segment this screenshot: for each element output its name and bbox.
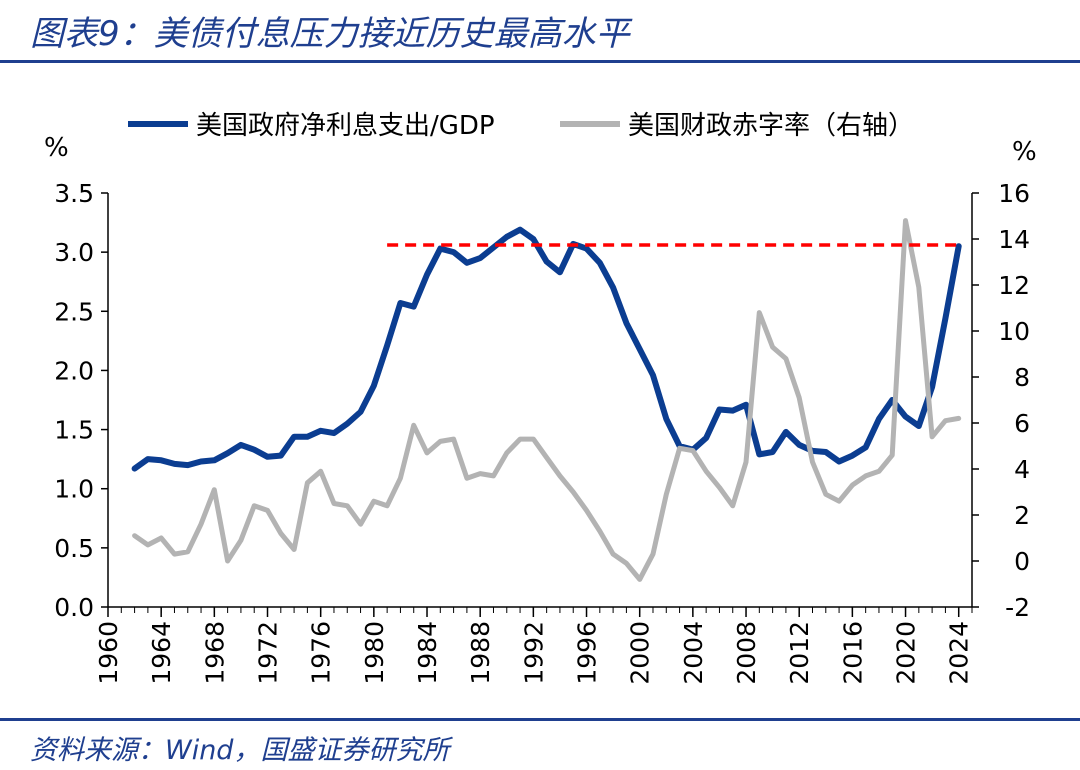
right-tick-label: 6 bbox=[1014, 409, 1030, 438]
right-tick-label: 10 bbox=[998, 317, 1030, 346]
left-tick-label: 1.0 bbox=[54, 475, 94, 504]
source-rule bbox=[0, 718, 1080, 721]
x-tick-label: 1980 bbox=[360, 621, 389, 685]
x-tick-label: 1992 bbox=[519, 621, 548, 685]
x-tick-label: 1964 bbox=[147, 621, 176, 685]
right-tick-label: 0 bbox=[1014, 547, 1030, 576]
x-tick-label: 2016 bbox=[838, 621, 867, 685]
x-tick-label: 1996 bbox=[573, 621, 602, 685]
axes bbox=[107, 193, 973, 608]
marks bbox=[131, 218, 962, 582]
left-tick-label: 1.5 bbox=[54, 416, 94, 445]
x-tick-label: 2024 bbox=[945, 621, 974, 685]
left-tick-label: 2.0 bbox=[54, 356, 94, 385]
x-tick-label: 2012 bbox=[785, 621, 814, 685]
right-tick-label: 12 bbox=[998, 271, 1030, 300]
x-tick-label: 2000 bbox=[626, 621, 655, 685]
left-tick-label: 0.5 bbox=[54, 534, 94, 563]
chart: 美国政府净利息支出/GDP 美国财政赤字率（右轴） % % 0.0 0.5 1.0 1… bbox=[44, 111, 1037, 685]
right-tick-label: 4 bbox=[1014, 455, 1030, 484]
x-tick-label: 1972 bbox=[254, 621, 283, 685]
right-tick-label: 2 bbox=[1014, 501, 1030, 530]
legend: 美国政府净利息支出/GDP 美国财政赤字率（右轴） bbox=[128, 111, 914, 141]
ticks: 0.0 0.5 1.0 1.5 2.0 2.5 3.0 3.5 -2 0 2 4 6 8 10 12 14 16 1… bbox=[54, 179, 1030, 685]
right-tick-label: -2 bbox=[1005, 593, 1030, 622]
x-tick-label: 2004 bbox=[679, 621, 708, 685]
right-tick-label: 8 bbox=[1014, 363, 1030, 392]
right-tick-label: 14 bbox=[998, 225, 1030, 254]
left-tick-label: 0.0 bbox=[54, 593, 94, 622]
x-tick-label: 1984 bbox=[413, 621, 442, 685]
legend-label-interest: 美国政府净利息支出/GDP bbox=[196, 111, 495, 141]
right-axis-unit: % bbox=[1012, 137, 1037, 167]
x-tick-label: 2008 bbox=[732, 621, 761, 685]
title-rule bbox=[0, 60, 1080, 63]
interest-series-line bbox=[131, 226, 962, 472]
left-tick-label: 3.0 bbox=[54, 238, 94, 267]
right-tick-label: 16 bbox=[998, 179, 1030, 208]
x-tick-label: 1988 bbox=[466, 621, 495, 685]
left-axis-unit: % bbox=[44, 133, 69, 163]
deficit-series-line bbox=[132, 218, 962, 582]
legend-label-deficit: 美国财政赤字率（右轴） bbox=[628, 111, 914, 141]
x-tick-label: 1960 bbox=[94, 621, 123, 685]
source-note: 资料来源：Wind，国盛证券研究所 bbox=[30, 735, 450, 766]
x-tick-label: 1968 bbox=[200, 621, 229, 685]
figure-title: 图表9：美债付息压力接近历史最高水平 bbox=[30, 14, 630, 54]
x-tick-label: 2020 bbox=[892, 621, 921, 685]
left-tick-label: 2.5 bbox=[54, 297, 94, 326]
x-tick-label: 1976 bbox=[307, 621, 336, 685]
left-tick-label: 3.5 bbox=[54, 179, 94, 208]
